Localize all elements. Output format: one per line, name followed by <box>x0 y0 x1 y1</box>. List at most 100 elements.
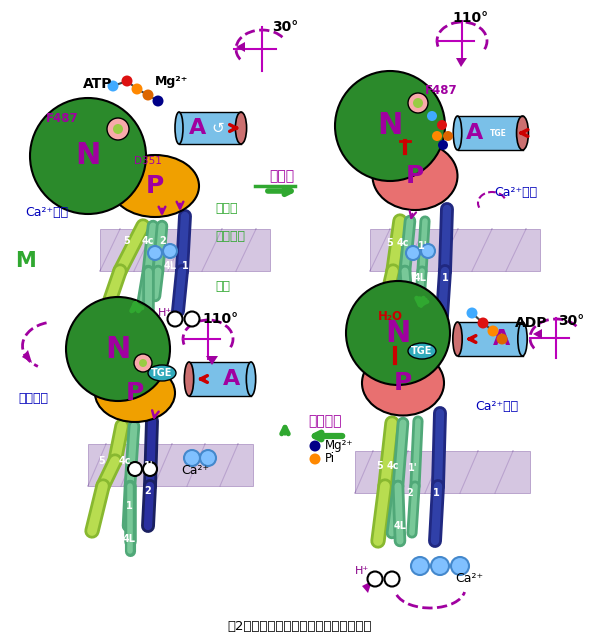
Text: F487: F487 <box>46 113 79 126</box>
Ellipse shape <box>184 362 194 396</box>
Text: Mg²⁺: Mg²⁺ <box>155 74 188 88</box>
Text: Ca²⁺閉塞: Ca²⁺閉塞 <box>494 187 537 199</box>
Circle shape <box>310 440 320 451</box>
Ellipse shape <box>453 116 462 150</box>
Text: 燐酸化: 燐酸化 <box>269 169 295 183</box>
Circle shape <box>121 76 133 87</box>
Text: 小胞体膜: 小胞体膜 <box>215 229 245 242</box>
Text: P: P <box>394 371 412 395</box>
Circle shape <box>451 557 469 575</box>
Ellipse shape <box>453 322 462 356</box>
Ellipse shape <box>148 365 176 381</box>
Bar <box>189 362 251 396</box>
Circle shape <box>467 308 478 319</box>
Ellipse shape <box>95 364 175 422</box>
FancyArrowPatch shape <box>133 303 142 310</box>
Circle shape <box>411 557 429 575</box>
Text: D351: D351 <box>134 156 162 166</box>
Polygon shape <box>362 581 372 593</box>
Circle shape <box>107 81 119 92</box>
Bar <box>88 444 253 486</box>
Circle shape <box>385 572 400 587</box>
Text: 2: 2 <box>145 486 151 496</box>
Text: TGE: TGE <box>490 128 506 138</box>
Text: 4L: 4L <box>413 273 427 283</box>
Ellipse shape <box>175 112 183 144</box>
Text: 運搬終了: 運搬終了 <box>18 392 48 406</box>
Text: 1': 1' <box>408 463 418 473</box>
Polygon shape <box>206 356 218 365</box>
Ellipse shape <box>235 112 247 144</box>
Text: 内腔: 内腔 <box>215 279 230 292</box>
Text: 5: 5 <box>386 238 394 248</box>
Circle shape <box>478 317 488 328</box>
Circle shape <box>421 244 435 258</box>
Text: 4L: 4L <box>122 534 136 544</box>
Text: 4c: 4c <box>397 238 409 248</box>
Text: 110°: 110° <box>452 11 488 25</box>
Ellipse shape <box>517 116 529 150</box>
Circle shape <box>437 120 447 130</box>
Text: H₂O: H₂O <box>377 310 403 322</box>
Bar <box>179 112 241 144</box>
Text: F487: F487 <box>425 85 458 97</box>
Text: 110°: 110° <box>202 312 238 326</box>
Text: Pi: Pi <box>325 453 335 465</box>
Text: N: N <box>385 319 410 347</box>
Text: 5: 5 <box>377 461 383 471</box>
Text: N: N <box>377 112 403 140</box>
Text: 4c: 4c <box>142 236 154 246</box>
Text: ATP: ATP <box>83 77 113 91</box>
Circle shape <box>131 83 143 94</box>
Text: 5: 5 <box>124 236 130 246</box>
Circle shape <box>406 246 420 260</box>
Text: P: P <box>126 381 144 405</box>
Polygon shape <box>456 58 467 67</box>
Circle shape <box>148 246 162 260</box>
Text: 4L: 4L <box>163 261 176 271</box>
Circle shape <box>184 450 200 466</box>
Circle shape <box>167 312 182 326</box>
Text: 4c: 4c <box>387 461 399 471</box>
Text: N: N <box>76 142 101 171</box>
Bar <box>100 229 270 271</box>
Circle shape <box>413 98 423 108</box>
Text: N: N <box>106 335 131 363</box>
Polygon shape <box>236 42 245 52</box>
Circle shape <box>310 453 320 465</box>
Text: 2: 2 <box>407 488 413 498</box>
Circle shape <box>367 572 383 587</box>
Text: M: M <box>15 251 36 271</box>
Text: Ca²⁺: Ca²⁺ <box>455 572 483 585</box>
Circle shape <box>139 359 147 367</box>
Text: 1: 1 <box>442 273 448 283</box>
Circle shape <box>30 98 146 214</box>
Circle shape <box>185 312 199 326</box>
Text: P: P <box>406 164 424 188</box>
Circle shape <box>200 450 216 466</box>
Text: 30°: 30° <box>272 20 298 34</box>
Bar <box>458 116 523 150</box>
Circle shape <box>432 131 442 141</box>
Circle shape <box>113 124 123 134</box>
Text: Mg²⁺: Mg²⁺ <box>325 440 353 453</box>
Circle shape <box>143 462 157 476</box>
Text: 図2　カルシウムのポンプ機構の模式図: 図2 カルシウムのポンプ機構の模式図 <box>228 619 372 633</box>
Circle shape <box>143 90 154 101</box>
Ellipse shape <box>518 322 527 356</box>
Text: TGE: TGE <box>412 346 433 356</box>
Text: ADP: ADP <box>515 316 548 330</box>
Text: A: A <box>190 118 206 138</box>
Text: 1: 1 <box>182 261 188 271</box>
Text: ↺: ↺ <box>212 121 224 135</box>
Circle shape <box>66 297 170 401</box>
Circle shape <box>107 118 129 140</box>
Bar <box>370 229 540 271</box>
Text: 4L: 4L <box>394 521 407 531</box>
Text: 1: 1 <box>125 501 133 511</box>
Ellipse shape <box>362 351 444 415</box>
Circle shape <box>487 326 499 337</box>
Text: 1: 1 <box>433 488 439 498</box>
Circle shape <box>497 333 508 344</box>
Polygon shape <box>22 350 32 363</box>
